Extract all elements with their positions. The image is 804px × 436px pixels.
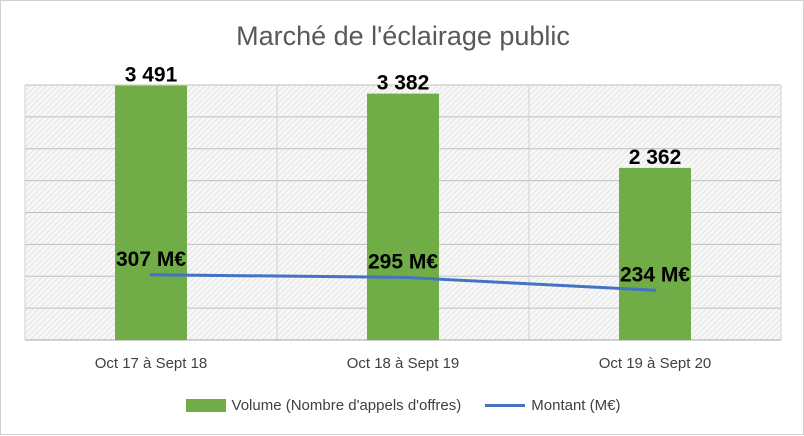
line-data-label: 307 M€: [116, 248, 186, 271]
bar-data-label: 3 382: [377, 72, 430, 95]
bar-data-label: 2 362: [629, 146, 682, 169]
legend-item-volume: Volume (Nombre d'appels d'offres): [185, 397, 462, 414]
x-tick-label: Oct 18 à Sept 19: [347, 355, 460, 372]
legend: Volume (Nombre d'appels d'offres) Montan…: [1, 397, 804, 414]
bars-group: [115, 85, 691, 341]
legend-swatch-volume: [185, 399, 226, 412]
line-data-label: 234 M€: [620, 263, 690, 286]
legend-swatch-montant: [485, 404, 526, 407]
bar-data-label: 3 491: [125, 64, 178, 87]
bar-volume: [619, 167, 691, 340]
line-data-label: 295 M€: [368, 250, 438, 273]
chart-title: Marché de l'éclairage public: [236, 21, 570, 51]
legend-item-montant: Montant (M€): [485, 397, 620, 414]
line-point: [401, 275, 405, 279]
bar-volume: [367, 93, 439, 341]
bar-volume: [115, 85, 187, 340]
legend-label-montant: Montant (M€): [531, 397, 621, 414]
line-point: [653, 288, 657, 292]
legend-label-volume: Volume (Nombre d'appels d'offres): [231, 397, 462, 414]
line-point: [149, 273, 153, 277]
x-tick-label: Oct 17 à Sept 18: [95, 355, 208, 372]
x-tick-label: Oct 19 à Sept 20: [599, 355, 712, 372]
labels-group: 3 491 Oct 17 à Sept 18 3 382 Oct 18 à Sept …: [95, 64, 712, 372]
line-group: [149, 273, 657, 292]
